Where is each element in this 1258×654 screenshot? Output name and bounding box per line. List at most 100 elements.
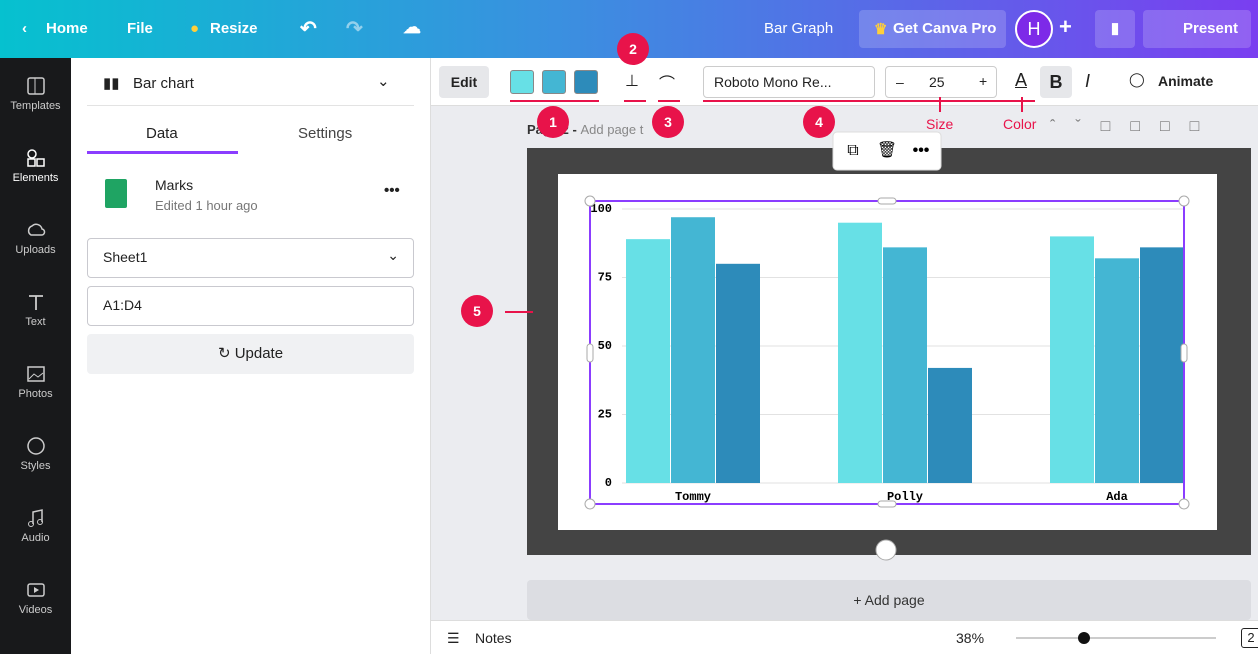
annotation-label: Color [1003, 116, 1037, 132]
sheet-value: Sheet1 [103, 249, 148, 265]
nav-label: Audio [21, 532, 50, 544]
nav-label: Videos [18, 604, 53, 616]
y-tick-label: 25 [598, 408, 612, 422]
home-button[interactable]: Home [46, 20, 88, 37]
edit-button[interactable]: Edit [439, 66, 489, 98]
toolbar: Edit ⊥ ⌒ Roboto Mono Re... –25 + A B I ◯ … [431, 58, 1258, 106]
color-swatch[interactable] [542, 70, 566, 94]
chart-icon: ▮▮ [103, 75, 120, 92]
nav-item[interactable]: Elements [0, 148, 71, 184]
tab[interactable]: Settings [298, 125, 353, 142]
file-menu[interactable]: File [127, 20, 153, 37]
bar [626, 239, 670, 483]
present-button[interactable]: Present [1143, 10, 1251, 48]
bar [1140, 247, 1184, 483]
y-tick-label: 0 [605, 476, 612, 490]
update-button[interactable]: ↻ Update [87, 334, 414, 374]
size-value: 25 [929, 74, 945, 90]
tab[interactable]: Data [146, 125, 178, 142]
bold-button[interactable]: B [1040, 66, 1072, 98]
y-tick-label: 100 [590, 202, 612, 216]
source-edited: Edited 1 hour ago [155, 198, 258, 213]
x-tick-label: Polly [887, 490, 923, 504]
range-input[interactable]: A1:D4 [87, 286, 414, 326]
nav-item[interactable]: Text [0, 292, 71, 328]
present-label: Present [1183, 20, 1239, 37]
page-actions[interactable]: ˆˇ□□□□ [1050, 118, 1220, 135]
nav-label: Uploads [15, 244, 56, 256]
pro-button[interactable]: ♛ Get Canva Pro [859, 10, 1006, 48]
range-value: A1:D4 [103, 297, 142, 313]
font-value: Roboto Mono Re... [714, 74, 832, 90]
nav-label: Photos [18, 388, 53, 400]
notes-button[interactable]: Notes [475, 630, 512, 646]
pro-label: Get Canva Pro [893, 20, 997, 37]
marker: 3 [652, 106, 684, 138]
nav-label: Text [25, 316, 46, 328]
crown-icon: ● [190, 20, 200, 37]
zoom-value: 38% [956, 630, 985, 646]
animate-button[interactable]: Animate [1158, 73, 1214, 89]
nav-label: Elements [12, 172, 59, 184]
add-member[interactable]: + [1059, 14, 1072, 39]
corner-icon[interactable]: ⌒ [659, 76, 676, 93]
cloud-icon[interactable]: ☁ [403, 17, 421, 37]
bar [928, 367, 972, 483]
annotation-underline [658, 100, 680, 102]
bar [838, 222, 882, 483]
page-title[interactable]: Add page t [580, 122, 644, 137]
nav-item[interactable]: Photos [0, 364, 71, 400]
zoom-track [1016, 637, 1216, 639]
annotation-label: Size [926, 116, 954, 132]
nav-item[interactable]: Templates [0, 76, 71, 112]
italic-button[interactable]: I [1085, 71, 1091, 91]
y-tick-label: 75 [598, 271, 612, 285]
bar [716, 263, 760, 483]
font-select[interactable]: Roboto Mono Re... [703, 66, 875, 98]
nav-label: Styles [20, 460, 51, 472]
marker: 4 [803, 106, 835, 138]
bar [1095, 258, 1139, 483]
nav-item[interactable]: Uploads [0, 220, 71, 256]
y-tick-label: 50 [598, 339, 612, 353]
footer: ☰ Notes 38% 2 [431, 620, 1258, 654]
crown-icon: ♛ [874, 21, 888, 38]
x-tick-label: Tommy [675, 490, 711, 504]
color-swatch[interactable] [510, 70, 534, 94]
more-button[interactable]: ••• [384, 182, 400, 199]
annotation-underline [510, 100, 599, 102]
size-control[interactable]: –25 + [885, 66, 997, 98]
bar [1050, 236, 1094, 483]
color-swatch[interactable] [574, 70, 598, 94]
zoom-thumb[interactable] [1078, 632, 1090, 644]
annotation-underline [624, 100, 646, 102]
insights-button[interactable]: ▮ [1095, 10, 1135, 48]
add-page-button[interactable]: + Add page [527, 580, 1251, 620]
nav-label: Templates [10, 100, 61, 112]
page-count[interactable]: 2 [1241, 628, 1258, 648]
marker: 5 [461, 295, 493, 327]
resize-button[interactable]: Resize [210, 20, 258, 37]
back-icon[interactable]: ‹ [22, 20, 27, 37]
chevron[interactable]: ⌄ [377, 73, 390, 90]
doc-title[interactable]: Bar Graph [764, 20, 834, 37]
nav-item[interactable]: Videos [0, 580, 71, 616]
data-panel: ▮▮ Bar chart ⌄ Data Settings Marks Edite… [71, 58, 431, 654]
annotation-underline [703, 100, 1035, 102]
update-label: Update [234, 345, 284, 362]
sheet-select[interactable]: Sheet1 ⌄ [87, 238, 414, 278]
nav-item[interactable]: Audio [0, 508, 71, 544]
bar [671, 217, 715, 483]
divider [87, 105, 414, 106]
avatar[interactable]: H [1015, 10, 1053, 48]
chart-type[interactable]: Bar chart [133, 75, 194, 92]
spacing-icon[interactable]: ⊥ [625, 73, 639, 90]
redo-button[interactable]: ↷ [346, 18, 363, 40]
sheets-icon [105, 179, 127, 208]
x-tick-label: Ada [1106, 490, 1128, 504]
nav-item[interactable]: Styles [0, 436, 71, 472]
text-color[interactable]: A [1015, 70, 1028, 90]
undo-button[interactable]: ↶ [300, 18, 317, 40]
